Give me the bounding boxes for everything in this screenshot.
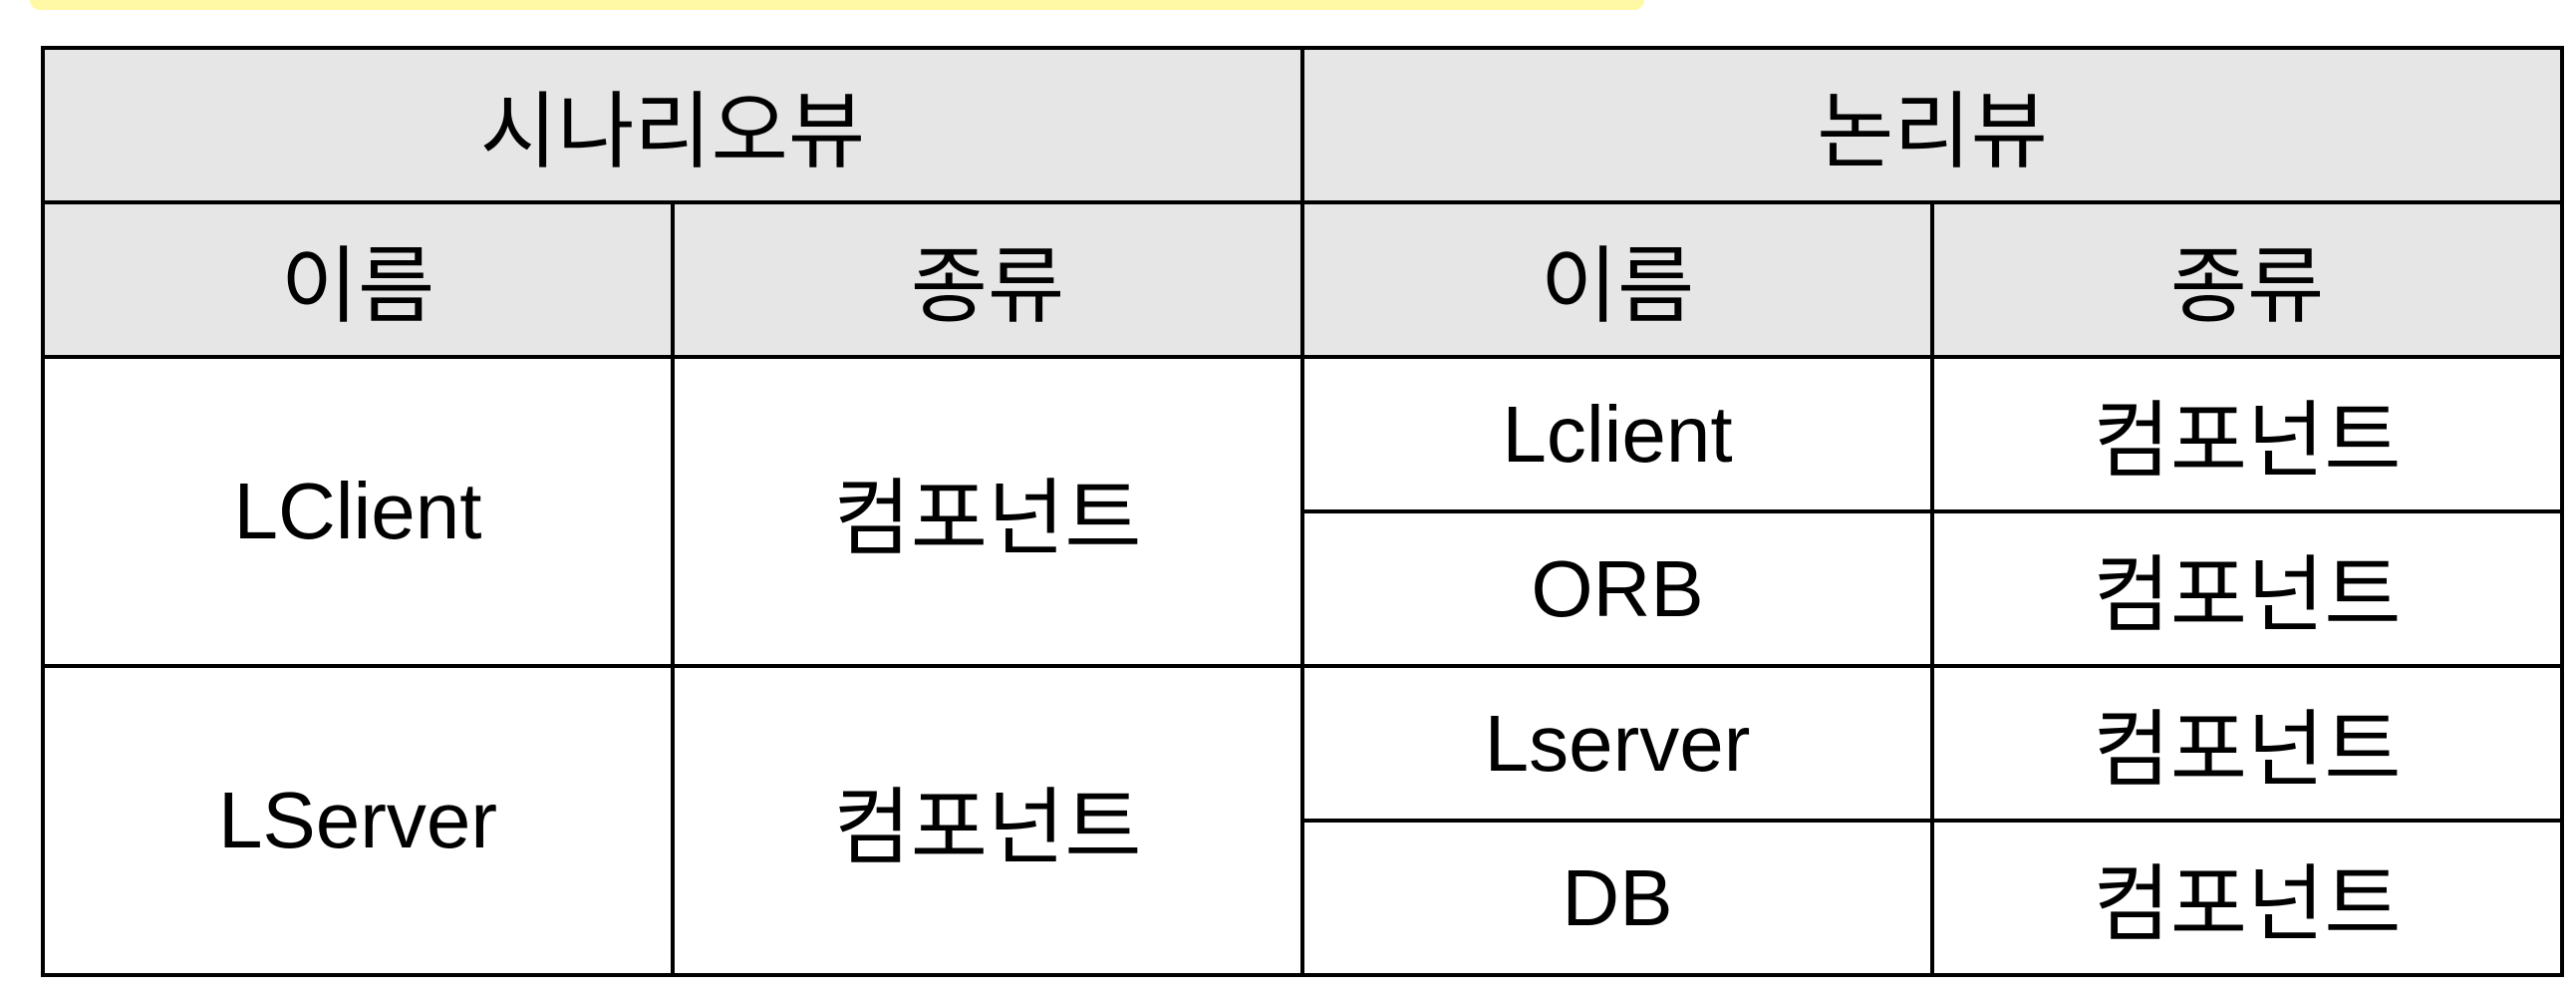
scenario-type-cell: 컴포넌트 (671, 355, 1304, 668)
logical-type-cell: 컴포넌트 (1930, 819, 2564, 977)
logical-name-cell: DB (1300, 819, 1934, 977)
column-header-logical-name: 이름 (1300, 200, 1934, 359)
scenario-type-cell: 컴포넌트 (671, 664, 1304, 977)
column-header-scenario-type: 종류 (671, 200, 1304, 359)
view-mapping-table: 시나리오뷰 논리뷰 이름 종류 이름 종류 LClient 컴포넌트 Lclie… (41, 46, 2564, 977)
table-row: LServer 컴포넌트 Lserver 컴포넌트 (41, 664, 2564, 977)
table-row: DB 컴포넌트 (43, 819, 2564, 977)
column-header-scenario-name: 이름 (41, 200, 675, 359)
column-header-row: 이름 종류 이름 종류 (41, 200, 2564, 359)
logical-type-cell: 컴포넌트 (1930, 509, 2564, 668)
scenario-name-cell: LClient (41, 355, 675, 668)
logical-name-cell: ORB (1300, 509, 1934, 668)
logical-name-cell: Lclient (1300, 355, 1934, 513)
logical-name-cell: Lserver (1300, 664, 1934, 823)
table-row: LClient 컴포넌트 Lclient 컴포넌트 (41, 355, 2564, 668)
group-header-scenario-view: 시나리오뷰 (41, 46, 1304, 204)
scenario-name-cell: LServer (41, 664, 675, 977)
highlight-strip (30, 0, 1644, 10)
logical-type-cell: 컴포넌트 (1930, 664, 2564, 823)
logical-type-cell: 컴포넌트 (1930, 355, 2564, 513)
column-header-logical-type: 종류 (1930, 200, 2564, 359)
group-header-logical-view: 논리뷰 (1300, 46, 2564, 204)
table-row: ORB 컴포넌트 (43, 509, 2564, 668)
group-header-row: 시나리오뷰 논리뷰 (41, 46, 2564, 204)
